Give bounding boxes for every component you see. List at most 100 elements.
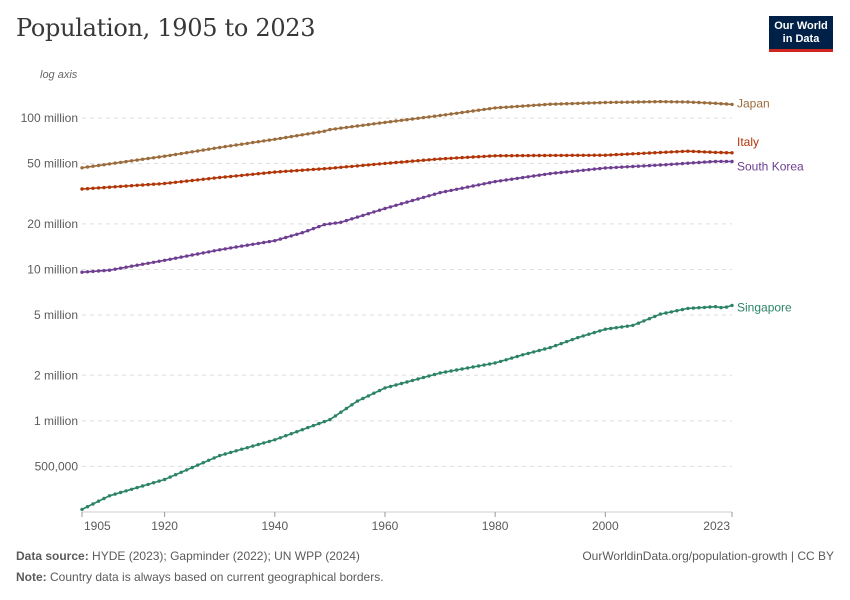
series-japan[interactable] xyxy=(80,99,734,170)
source-url[interactable]: OurWorldinData.org/population-growth | C… xyxy=(582,549,834,563)
data-point xyxy=(614,100,618,105)
data-point xyxy=(724,151,729,155)
data-point xyxy=(289,432,293,436)
data-point xyxy=(388,161,393,165)
data-point xyxy=(675,150,679,154)
data-point xyxy=(140,262,145,266)
population-line-chart[interactable]: log axis 100 million 50 million 20 million… xyxy=(0,0,850,540)
data-point xyxy=(416,197,420,201)
data-point xyxy=(278,170,282,174)
owid-logo[interactable]: Our World in Data xyxy=(769,16,833,52)
data-point xyxy=(383,386,387,390)
data-point xyxy=(432,372,437,377)
data-point xyxy=(620,152,624,157)
data-point xyxy=(515,104,519,109)
data-point xyxy=(730,303,734,308)
data-point xyxy=(383,206,387,211)
data-point xyxy=(234,245,238,249)
data-point xyxy=(421,195,426,200)
data-point xyxy=(328,417,332,422)
data-point xyxy=(201,177,205,181)
data-point xyxy=(636,164,641,168)
data-point xyxy=(691,306,696,310)
data-point xyxy=(245,141,249,146)
data-point xyxy=(432,157,437,161)
y-tick-label: 5 million xyxy=(34,308,78,322)
data-point xyxy=(229,174,233,179)
data-point xyxy=(669,310,674,314)
data-point xyxy=(91,269,95,274)
data-point xyxy=(658,150,663,155)
data-point xyxy=(427,115,431,119)
y-tick-label: 50 million xyxy=(27,157,78,171)
data-point xyxy=(642,100,646,104)
data-point xyxy=(273,239,277,243)
data-point xyxy=(565,153,569,158)
x-tick-label: 1905 xyxy=(84,519,111,533)
data-point xyxy=(284,434,288,438)
data-point xyxy=(576,153,580,157)
data-point xyxy=(521,153,525,158)
data-point xyxy=(245,173,249,177)
data-point xyxy=(554,102,558,106)
data-point xyxy=(598,101,602,105)
series-south-korea[interactable] xyxy=(80,159,734,274)
data-point xyxy=(173,180,178,184)
data-point xyxy=(581,334,585,338)
data-point xyxy=(515,176,519,181)
data-point xyxy=(454,187,459,191)
data-point xyxy=(471,155,475,159)
data-point xyxy=(218,145,222,150)
data-point xyxy=(476,108,481,112)
data-point xyxy=(510,154,514,158)
data-point xyxy=(443,189,448,194)
data-point xyxy=(212,146,216,150)
series-italy[interactable] xyxy=(80,149,734,191)
data-point xyxy=(702,150,707,154)
data-point xyxy=(366,394,371,398)
data-point xyxy=(135,183,139,187)
data-point xyxy=(476,364,481,368)
data-point xyxy=(510,105,514,109)
data-point xyxy=(146,156,150,161)
data-point xyxy=(587,168,591,172)
data-point xyxy=(559,341,563,346)
data-point xyxy=(372,391,376,395)
data-point xyxy=(532,103,536,108)
series-lines xyxy=(80,99,734,512)
series-singapore[interactable] xyxy=(80,303,734,512)
data-point xyxy=(179,151,183,156)
data-point xyxy=(223,452,227,456)
data-point xyxy=(427,194,431,198)
data-point xyxy=(724,305,729,309)
data-point xyxy=(487,107,492,111)
data-point xyxy=(300,168,304,172)
data-point xyxy=(278,436,282,440)
data-point xyxy=(124,184,128,188)
data-point xyxy=(328,127,332,132)
data-point xyxy=(300,231,304,235)
data-point xyxy=(366,163,371,167)
data-point xyxy=(267,138,271,142)
data-point xyxy=(526,351,530,356)
data-point xyxy=(587,153,591,157)
data-point xyxy=(543,153,547,158)
data-point xyxy=(317,130,321,134)
data-point xyxy=(311,423,316,428)
data-point xyxy=(537,348,541,353)
data-point xyxy=(300,428,304,432)
data-point xyxy=(251,140,255,145)
data-point xyxy=(107,268,112,272)
data-point xyxy=(719,305,723,310)
data-point xyxy=(162,154,167,158)
data-point xyxy=(361,396,365,401)
series-label: South Korea xyxy=(737,159,804,173)
data-point xyxy=(664,100,668,104)
data-point xyxy=(162,477,167,482)
data-point xyxy=(157,155,161,159)
data-point xyxy=(322,167,327,171)
data-point xyxy=(344,125,349,130)
data-point xyxy=(405,200,409,204)
data-point xyxy=(157,479,161,483)
data-point xyxy=(124,159,128,164)
